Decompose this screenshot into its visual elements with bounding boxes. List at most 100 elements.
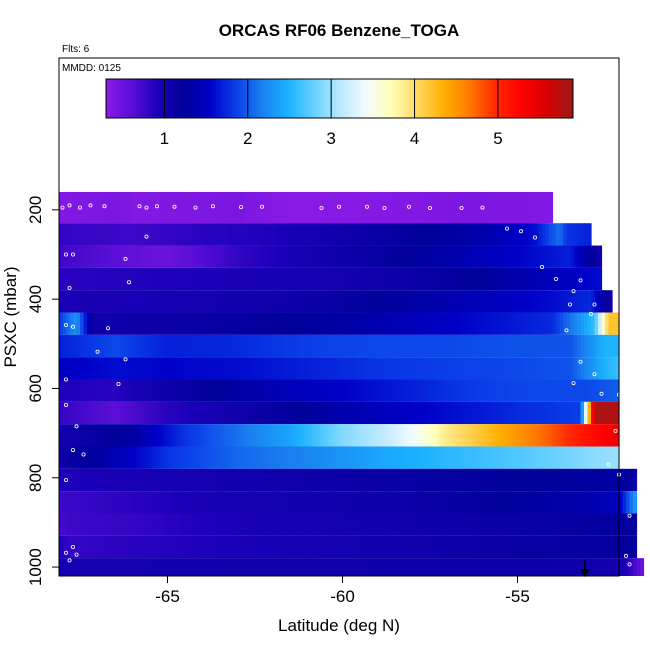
heatmap-cell <box>209 334 214 358</box>
heatmap-cell <box>136 312 141 335</box>
heatmap-cell <box>59 535 64 559</box>
heatmap-cell <box>587 379 592 402</box>
heatmap-cell <box>332 468 337 492</box>
heatmap-cell <box>146 558 151 576</box>
heatmap-cell <box>566 513 571 536</box>
heatmap-cell <box>486 267 491 291</box>
heatmap-cell <box>216 245 221 268</box>
heatmap-cell <box>405 245 410 268</box>
heatmap-cell <box>311 223 316 246</box>
heatmap-cell <box>556 558 561 576</box>
heatmap-cell <box>405 424 410 447</box>
heatmap-cell <box>230 491 235 514</box>
heatmap-cell <box>440 245 445 268</box>
heatmap-cell <box>167 267 172 291</box>
heatmap-cell <box>615 401 620 425</box>
heatmap-cell <box>251 191 256 224</box>
colorbar-segment <box>302 79 307 118</box>
heatmap-cell <box>311 468 316 492</box>
colorbar-segment <box>372 79 377 118</box>
heatmap-cell <box>419 513 424 536</box>
colorbar-segment <box>216 79 220 118</box>
heatmap-cell <box>472 558 477 576</box>
heatmap-cell <box>255 312 260 335</box>
heatmap-cell <box>377 491 382 514</box>
heatmap-cell <box>318 446 323 469</box>
heatmap-cell <box>409 267 414 291</box>
heatmap-cell <box>594 379 599 402</box>
heatmap-cell <box>146 379 151 402</box>
heatmap-cell <box>227 446 232 469</box>
heatmap-cell <box>605 357 610 380</box>
heatmap-cell <box>255 513 260 536</box>
heatmap-cell <box>524 513 529 536</box>
heatmap-cell <box>220 468 225 492</box>
heatmap-cell <box>307 290 312 313</box>
heatmap-cell <box>454 424 459 447</box>
heatmap-cell <box>244 468 249 492</box>
heatmap-cell <box>307 424 312 447</box>
heatmap-cell <box>132 357 137 380</box>
heatmap-cell <box>395 424 400 447</box>
heatmap-cell <box>286 491 291 514</box>
colorbar-segment <box>432 79 437 118</box>
heatmap-cell <box>542 468 547 492</box>
heatmap-cell <box>94 223 99 246</box>
heatmap-cell <box>220 558 225 576</box>
heatmap-cell <box>69 290 74 313</box>
heatmap-cell <box>157 290 162 313</box>
heatmap-cell <box>307 491 312 514</box>
heatmap-cell <box>552 491 557 514</box>
heatmap-cell <box>244 191 249 224</box>
heatmap-cell <box>412 446 417 469</box>
heatmap-cell <box>440 401 445 425</box>
heatmap-cell <box>227 312 232 335</box>
heatmap-cell <box>531 535 536 559</box>
heatmap-cell <box>118 312 123 335</box>
heatmap-cell <box>181 401 186 425</box>
heatmap-cell <box>171 558 176 576</box>
sample-point <box>64 550 69 555</box>
heatmap-cell <box>444 245 449 268</box>
heatmap-cell <box>241 379 246 402</box>
sample-point <box>71 324 76 329</box>
heatmap-cell <box>391 446 396 469</box>
heatmap-cell <box>160 290 165 313</box>
sample-point <box>88 203 93 208</box>
colorbar-segment <box>206 79 210 118</box>
heatmap-cell <box>591 558 596 576</box>
heatmap-cell <box>227 513 232 536</box>
heatmap-cell <box>244 290 249 313</box>
heatmap-cell <box>206 191 211 224</box>
heatmap-cell <box>601 401 606 425</box>
heatmap-cell <box>223 401 228 425</box>
heatmap-cell <box>475 290 480 313</box>
colorbar-segment <box>569 79 574 118</box>
heatmap-cell <box>402 334 407 358</box>
heatmap-cell <box>598 312 603 335</box>
heatmap-cell <box>538 513 543 536</box>
heatmap-cell <box>360 491 365 514</box>
heatmap-cell <box>514 379 519 402</box>
heatmap-cell <box>510 334 515 358</box>
heatmap-cell <box>552 401 557 425</box>
heatmap-cell <box>283 446 288 469</box>
heatmap-cell <box>136 468 141 492</box>
heatmap-cell <box>90 513 95 536</box>
heatmap-cell <box>216 424 221 447</box>
heatmap-cell <box>409 357 414 380</box>
colorbar-segment <box>506 79 511 118</box>
heatmap-cell <box>346 424 351 447</box>
heatmap-cell <box>279 468 284 492</box>
heatmap-cell <box>440 379 445 402</box>
heatmap-cell <box>500 312 505 335</box>
colorbar-segment <box>212 79 217 118</box>
heatmap-cell <box>339 424 344 447</box>
heatmap-cell <box>381 267 386 291</box>
heatmap-cell <box>349 513 354 536</box>
heatmap-cell <box>115 424 120 447</box>
heatmap-cell <box>174 424 179 447</box>
heatmap-cell <box>195 334 200 358</box>
heatmap-cell <box>605 312 610 335</box>
heatmap-cell <box>556 379 561 402</box>
